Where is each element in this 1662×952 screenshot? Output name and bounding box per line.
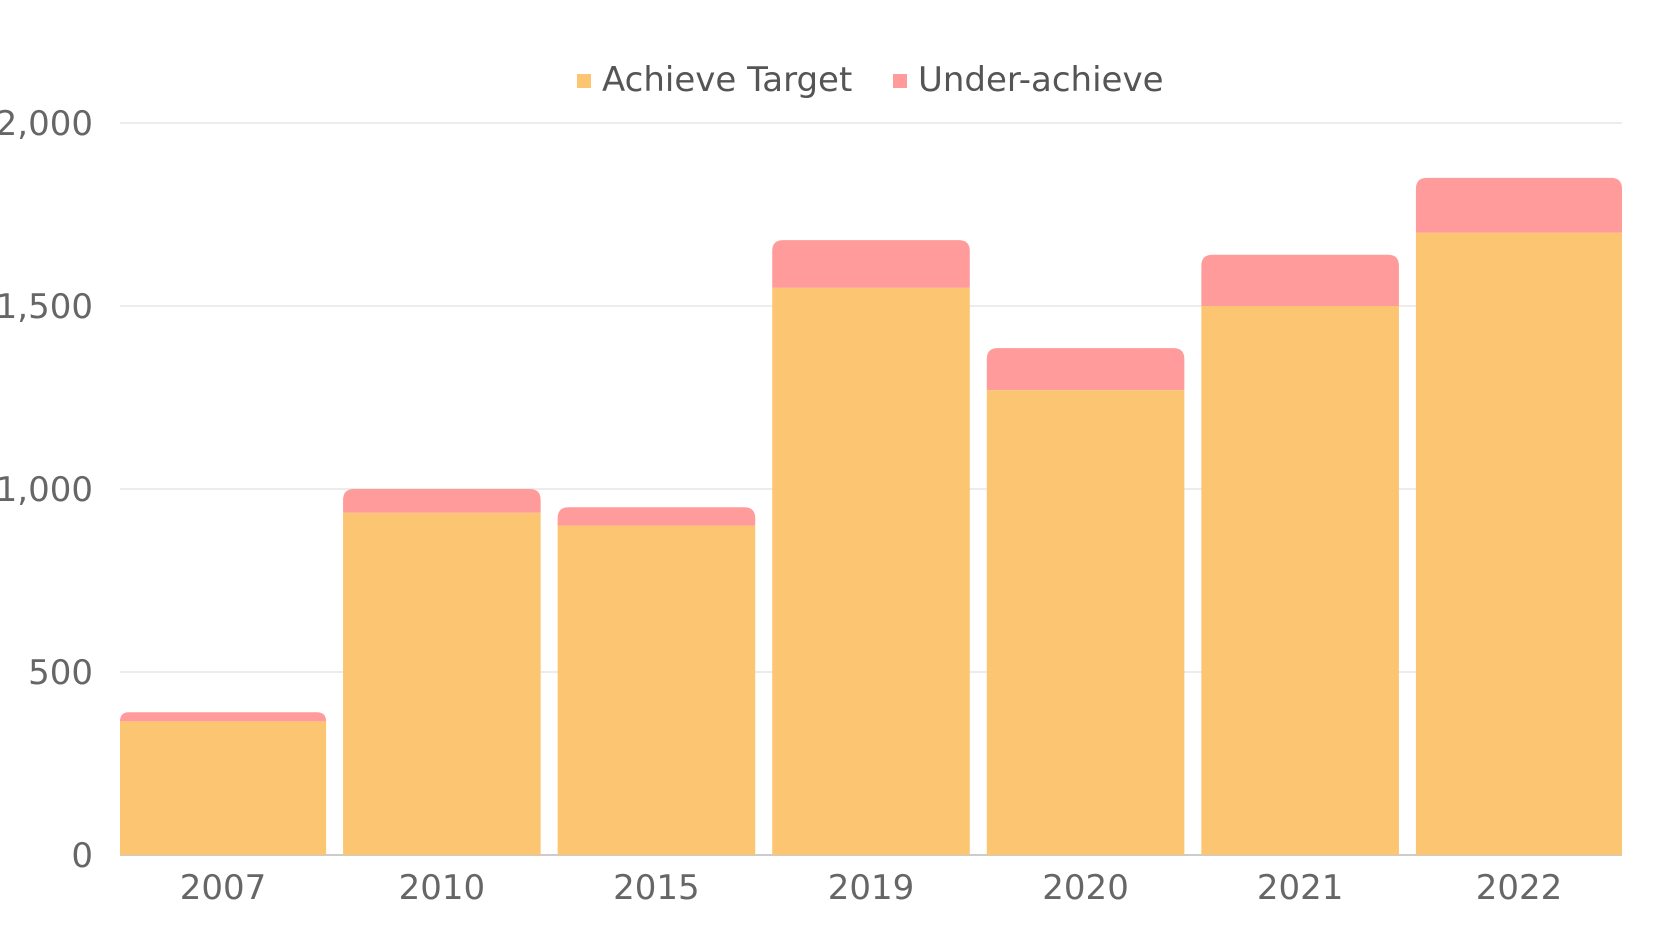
x-tick-label: 2015 [613, 868, 700, 908]
y-tick-label: 1,000 [0, 470, 93, 510]
x-tick-label: 2007 [180, 868, 267, 908]
y-tick-label: 2,000 [0, 104, 93, 144]
x-tick-label: 2019 [828, 868, 915, 908]
x-tick-label: 2010 [399, 868, 486, 908]
bar-achieve-target-2020 [986, 390, 1185, 855]
y-axis: 0 500 1,000 1,500 2,000 [0, 104, 93, 876]
bar-achieve-target-2019 [772, 287, 970, 855]
bar-under-achieve-2019 [772, 240, 970, 288]
y-tick-label: 500 [28, 653, 93, 693]
legend-swatch [577, 74, 591, 88]
legend-swatch [893, 74, 907, 88]
x-tick-label: 2022 [1476, 868, 1563, 908]
x-axis: 2007 2010 2015 2019 2020 2021 2022 [180, 868, 1562, 908]
legend: Achieve Target Under-achieve [577, 60, 1164, 100]
bar-achieve-target-2022 [1415, 232, 1622, 856]
bar-under-achieve-2020 [986, 348, 1185, 391]
legend-label: Under-achieve [918, 60, 1164, 100]
bar-achieve-target-2010 [343, 512, 541, 855]
y-tick-label: 0 [71, 836, 93, 876]
bar-under-achieve-2007 [120, 712, 327, 722]
bar-achieve-target-2021 [1201, 306, 1399, 855]
bar-under-achieve-2010 [343, 489, 541, 513]
bar-achieve-target-2015 [557, 525, 756, 855]
bar-under-achieve-2015 [557, 507, 756, 526]
bar-achieve-target-2007 [120, 721, 327, 855]
legend-label: Achieve Target [602, 60, 852, 100]
y-tick-label: 1,500 [0, 287, 93, 327]
x-tick-label: 2020 [1042, 868, 1129, 908]
bar-under-achieve-2022 [1415, 177, 1622, 233]
x-tick-label: 2021 [1257, 868, 1344, 908]
bar-under-achieve-2021 [1201, 254, 1399, 306]
bars [120, 177, 1622, 856]
